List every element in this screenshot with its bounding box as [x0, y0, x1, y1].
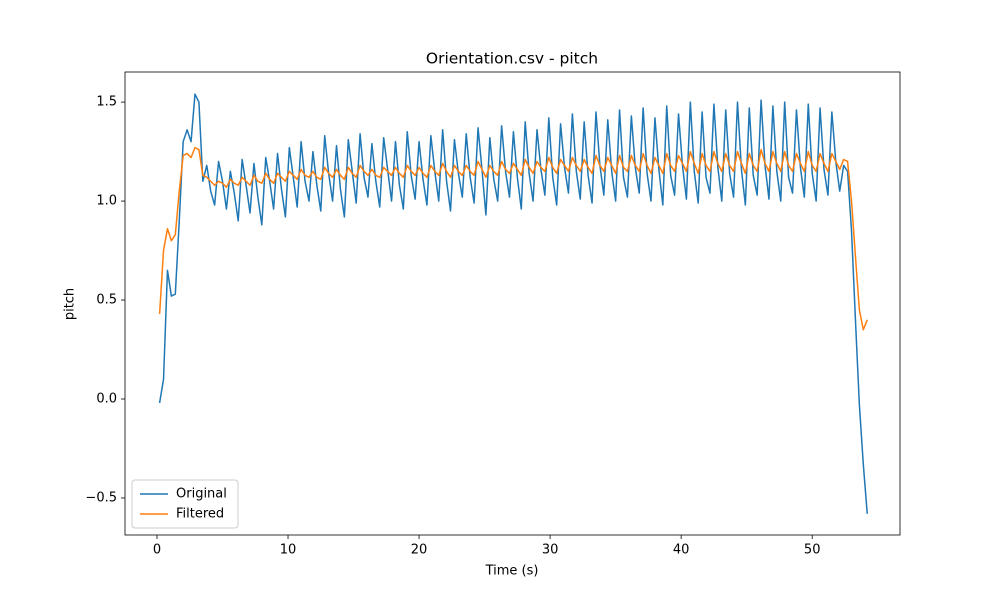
- legend-box: [131, 479, 239, 529]
- x-tick-label: 0: [153, 543, 161, 558]
- x-tick-label: 10: [280, 543, 297, 558]
- axes-frame: [124, 71, 901, 536]
- y-axis-label: pitch: [63, 288, 78, 320]
- legend-label: Original: [176, 487, 227, 502]
- x-tick-label: 50: [804, 543, 821, 558]
- y-tick-label: 1.0: [96, 194, 117, 209]
- y-tick-label: 1.5: [96, 95, 117, 110]
- y-tick-label: 0.5: [96, 293, 117, 308]
- legend: Original Filtered: [131, 479, 239, 529]
- data-line: [158, 146, 868, 331]
- x-axis-label: Time (s): [485, 564, 539, 579]
- y-tick-label: 0.0: [96, 392, 117, 407]
- x-tick-label: 40: [673, 543, 690, 558]
- x-tick-label: 20: [411, 543, 428, 558]
- x-tick-label: 30: [542, 543, 559, 558]
- y-tick-label: −0.5: [85, 490, 117, 505]
- data-line: [158, 93, 868, 514]
- legend-label: Filtered: [176, 507, 224, 522]
- chart-title: Orientation.csv - pitch: [426, 50, 598, 68]
